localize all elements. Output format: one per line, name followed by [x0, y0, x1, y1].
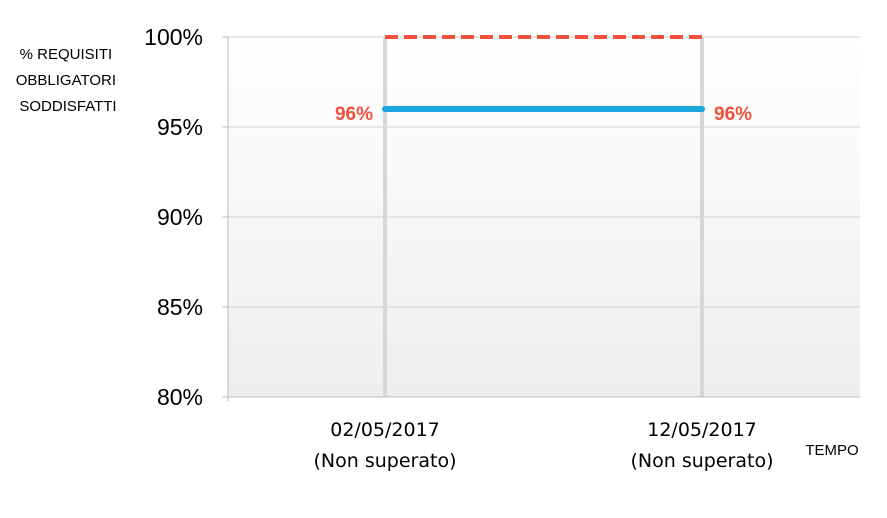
data-labels: 96% 96%: [335, 104, 752, 125]
data-label: 96%: [714, 104, 752, 125]
x-tick-label-line: 12/05/2017: [647, 419, 757, 441]
y-tick-label: 100%: [144, 24, 203, 50]
y-axis-label-line-3: SODDISFATTI: [19, 98, 116, 115]
y-tick-labels: 80% 85% 90% 95% 100%: [144, 24, 228, 410]
vertical-gridlines: [383, 37, 704, 397]
y-tick-label: 80%: [157, 384, 203, 410]
y-tick-label: 95%: [157, 114, 203, 140]
y-tick-label: 85%: [157, 294, 203, 320]
y-axis-label-line-1: % REQUISITI: [20, 46, 113, 63]
y-tick-label: 90%: [157, 204, 203, 230]
x-tick-label: 02/05/2017 (Non superato): [314, 419, 457, 472]
x-tick-labels: 02/05/2017 (Non superato) 12/05/2017 (Non s…: [314, 419, 774, 472]
x-tick-label-line: 02/05/2017: [330, 419, 440, 441]
x-axis-label: TEMPO: [805, 442, 858, 459]
y-axis-label-line-2: OBBLIGATORI: [16, 72, 116, 89]
x-tick-label-line: (Non superato): [314, 450, 457, 472]
series-layer: [382, 35, 705, 112]
x-tick-label: 12/05/2017 (Non superato): [631, 419, 774, 472]
data-label: 96%: [335, 104, 373, 125]
x-tick-label-line: (Non superato): [631, 450, 774, 472]
y-axis-label: % REQUISITI OBBLIGATORI SODDISFATTI: [16, 46, 120, 115]
